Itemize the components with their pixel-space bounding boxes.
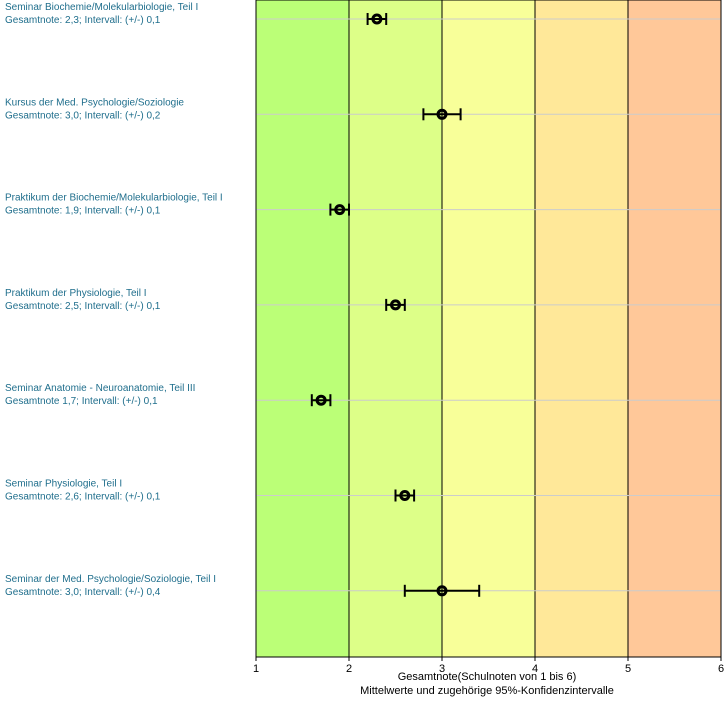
grade-band-3 — [442, 0, 535, 657]
x-axis: 1 2 3 4 5 6 — [253, 657, 724, 675]
mean-point — [390, 299, 401, 311]
mean-point — [399, 490, 411, 501]
grade-band-4 — [535, 0, 628, 657]
grade-band-5 — [628, 0, 721, 657]
row-label-summary: Gesamtnote: 3,0; Intervall: (+/-) 0,2 — [5, 110, 161, 121]
mean-point — [334, 204, 346, 216]
mean-point — [371, 13, 383, 25]
x-tick-label: 4 — [532, 663, 538, 675]
row-label-summary: Gesamtnote: 2,3; Intervall: (+/-) 0,1 — [5, 15, 161, 26]
mean-points — [315, 13, 448, 597]
row-label-summary: Gesamtnote: 3,0; Intervall: (+/-) 0,4 — [5, 587, 161, 598]
x-tick-label: 3 — [439, 663, 445, 675]
row-label-name: Kursus der Med. Psychologie/Soziologie — [5, 97, 184, 108]
grade-band-2 — [349, 0, 442, 657]
row-label-summary: Gesamtnote: 1,9; Intervall: (+/-) 0,1 — [5, 206, 161, 217]
grade-band-1 — [256, 0, 349, 657]
error-bars — [310, 13, 481, 597]
mean-point — [436, 108, 448, 120]
x-tick-label: 6 — [718, 663, 724, 675]
row-label-summary: Gesamtnote: 2,6; Intervall: (+/-) 0,1 — [5, 492, 161, 503]
x-tick-label: 5 — [625, 663, 631, 675]
row-label-name: Praktikum der Physiologie, Teil I — [5, 288, 147, 299]
chart-subtitle: Mittelwerte und zugehörige 95%-Konfidenz… — [360, 685, 614, 697]
mean-point — [436, 585, 448, 597]
plot-frame — [255, 0, 722, 658]
row-labels: Seminar Biochemie/Molekularbiologie, Tei… — [5, 2, 223, 598]
row-label-summary: Gesamtnote 1,7; Intervall: (+/-) 0,1 — [5, 396, 158, 407]
row-label-name: Seminar der Med. Psychologie/Soziologie,… — [5, 574, 216, 585]
row-label-name: Seminar Physiologie, Teil I — [5, 479, 122, 490]
x-axis-title: Gesamtnote(Schulnoten von 1 bis 6) — [398, 671, 577, 683]
plot-frame-border — [255, 0, 722, 658]
x-tick-label: 1 — [253, 663, 259, 675]
row-label-name: Seminar Biochemie/Molekularbiologie, Tei… — [5, 2, 198, 13]
row-label-name: Seminar Anatomie - Neuroanatomie, Teil I… — [5, 383, 195, 394]
mean-point — [315, 394, 327, 406]
row-label-name: Praktikum der Biochemie/Molekularbiologi… — [5, 193, 223, 204]
grade-bands — [256, 0, 721, 657]
row-label-summary: Gesamtnote: 2,5; Intervall: (+/-) 0,1 — [5, 301, 161, 312]
x-tick-label: 2 — [346, 663, 352, 675]
